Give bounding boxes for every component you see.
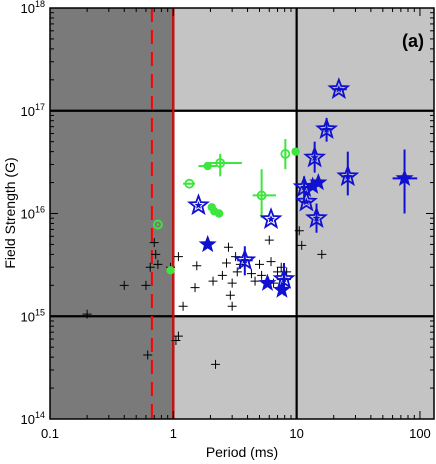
circle-marker [215, 158, 226, 168]
star-marker-center [334, 85, 343, 93]
cross-marker [246, 269, 256, 279]
cross-marker [82, 309, 92, 319]
circle-marker-center [284, 152, 287, 156]
y-tick-label: 1017 [21, 102, 45, 119]
axis-ticks: 0.1 1 10 100 1014 1015 1016 1017 1018 [21, 0, 434, 441]
cross-marker [119, 280, 129, 290]
cross-marker [225, 290, 235, 300]
star-marker-center [240, 256, 249, 264]
circle-marker-center [156, 223, 160, 226]
star-marker-center [343, 172, 352, 180]
plot-regions [50, 8, 434, 419]
cross-marker [223, 242, 233, 252]
star-marker [198, 234, 217, 253]
circle-marker [184, 178, 195, 189]
star-marker-center [302, 197, 311, 206]
panel-label: (a) [402, 31, 424, 51]
cross-marker [173, 331, 183, 341]
x-axis-title: Period (ms) [206, 444, 278, 460]
data-points [82, 77, 418, 369]
cross-marker [232, 267, 242, 277]
star-marker [395, 168, 414, 186]
cross-marker [317, 249, 327, 259]
circle-marker [214, 209, 224, 218]
star-marker [272, 267, 296, 289]
x-tick-label: 0.1 [41, 426, 59, 441]
cross-marker [266, 257, 276, 267]
circle-marker [166, 266, 175, 275]
cross-marker [227, 301, 237, 311]
star-marker [294, 189, 318, 212]
star-marker [258, 273, 277, 291]
y-tick-label: 1018 [21, 0, 45, 16]
circle-marker [256, 190, 267, 201]
cross-marker [297, 240, 307, 250]
y-tick-label: 1014 [21, 410, 45, 427]
circle-marker [153, 219, 163, 230]
star-marker-center [300, 183, 309, 191]
circle-marker-center [260, 194, 263, 197]
cross-marker [141, 280, 151, 290]
star-marker [315, 117, 339, 140]
cross-marker [273, 267, 283, 277]
circle-marker [280, 149, 291, 159]
y-tick-label: 1016 [21, 205, 45, 222]
star-marker-center [280, 274, 288, 283]
cross-marker [257, 270, 267, 280]
circle-marker-center [219, 161, 222, 165]
cross-marker [294, 226, 304, 236]
circle-marker-center [188, 182, 191, 185]
cross-marker [222, 258, 232, 268]
cross-marker [208, 276, 218, 286]
star-marker [259, 207, 283, 229]
cross-marker [171, 336, 181, 346]
cross-marker [217, 270, 227, 280]
cross-marker [178, 301, 188, 311]
x-tick-label: 1 [170, 426, 177, 441]
star-marker [303, 176, 322, 194]
star-marker [272, 280, 291, 298]
star-marker [309, 173, 328, 191]
star-marker-center [194, 201, 203, 209]
period-limit-lines [150, 8, 175, 419]
star-marker-center [322, 125, 331, 133]
star-marker [305, 206, 329, 228]
cross-marker [264, 235, 274, 245]
star-marker [303, 145, 327, 168]
cross-marker [151, 249, 161, 259]
star-marker-center [312, 214, 321, 222]
star-marker [336, 164, 360, 187]
x-tick-label: 100 [409, 426, 431, 441]
cross-marker [227, 278, 237, 288]
y-tick-label: 1015 [21, 307, 45, 324]
x-tick-label: 10 [289, 426, 303, 441]
cross-marker [145, 262, 155, 272]
y-axis-title: Field Strength (G) [2, 157, 18, 268]
region-excluded-dark [50, 8, 174, 419]
cross-marker [153, 259, 163, 269]
cross-marker [255, 259, 265, 269]
cross-marker [149, 238, 159, 248]
star-marker [233, 248, 257, 271]
cross-marker [250, 276, 260, 286]
star-marker-center [310, 153, 319, 161]
circle-marker [291, 147, 300, 156]
region-allowed [173, 110, 297, 317]
star-marker [327, 77, 351, 99]
cross-marker [173, 252, 183, 262]
star-marker-center [267, 215, 276, 223]
cross-marker [192, 261, 202, 271]
cross-marker [190, 283, 200, 293]
star-marker [187, 193, 210, 216]
cross-marker [211, 359, 221, 369]
cross-marker [143, 350, 153, 360]
